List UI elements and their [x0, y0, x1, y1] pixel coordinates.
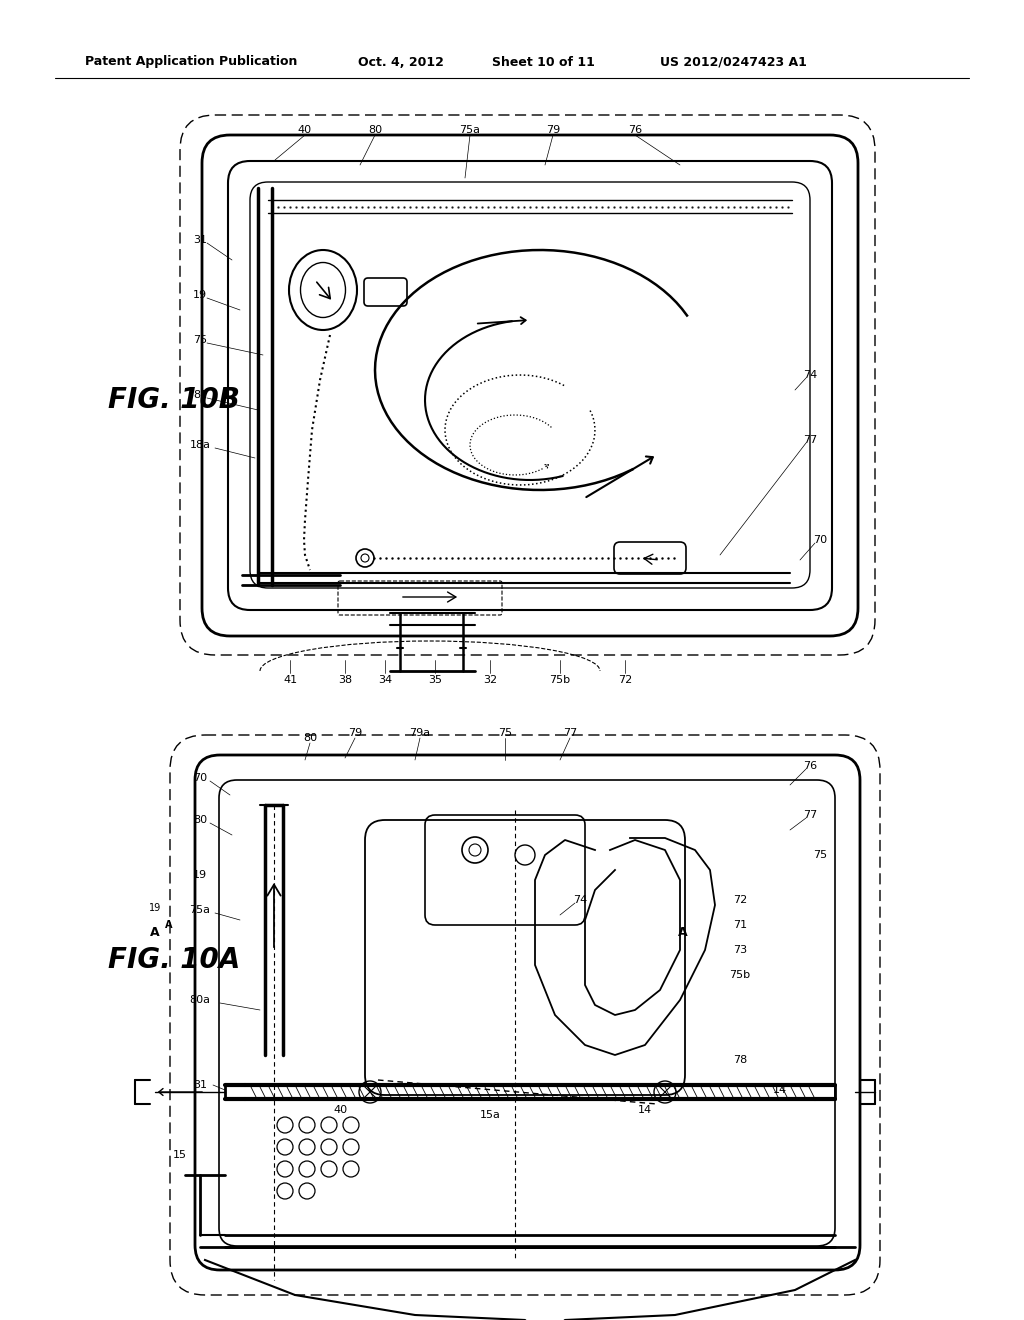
Text: 70: 70 [813, 535, 827, 545]
Text: 75: 75 [813, 850, 827, 861]
Text: 75: 75 [193, 335, 207, 345]
Text: 80: 80 [368, 125, 382, 135]
Text: A: A [678, 925, 688, 939]
Text: 73: 73 [733, 945, 748, 954]
Text: 31: 31 [193, 1080, 207, 1090]
Text: A: A [165, 920, 173, 931]
Text: Sheet 10 of 11: Sheet 10 of 11 [492, 55, 595, 69]
Text: 79a: 79a [410, 729, 430, 738]
Text: 77: 77 [803, 436, 817, 445]
Text: 81: 81 [193, 389, 207, 400]
Text: 79: 79 [348, 729, 362, 738]
Text: 32: 32 [483, 675, 497, 685]
Text: 74: 74 [572, 895, 587, 906]
Text: 31: 31 [193, 235, 207, 246]
Text: 79: 79 [546, 125, 560, 135]
Text: 38: 38 [338, 675, 352, 685]
Text: 78: 78 [733, 1055, 748, 1065]
Text: 77: 77 [563, 729, 578, 738]
Text: 74: 74 [803, 370, 817, 380]
Text: 75a: 75a [189, 906, 211, 915]
Text: 75: 75 [498, 729, 512, 738]
Text: 72: 72 [617, 675, 632, 685]
Text: 35: 35 [428, 675, 442, 685]
Text: FIG. 10A: FIG. 10A [108, 946, 241, 974]
Text: 75b: 75b [729, 970, 751, 979]
Text: 34: 34 [378, 675, 392, 685]
Text: 19: 19 [193, 870, 207, 880]
Text: 75b: 75b [550, 675, 570, 685]
Text: FIG. 10B: FIG. 10B [108, 385, 240, 414]
Text: 19: 19 [193, 290, 207, 300]
Text: 80: 80 [193, 814, 207, 825]
Text: 72: 72 [733, 895, 748, 906]
Text: 40: 40 [298, 125, 312, 135]
Text: 14: 14 [773, 1085, 787, 1096]
Text: 15: 15 [173, 1150, 187, 1160]
Text: 41: 41 [283, 675, 297, 685]
Text: 75a: 75a [460, 125, 480, 135]
Text: 80: 80 [303, 733, 317, 743]
Text: 70: 70 [193, 774, 207, 783]
Text: 77: 77 [803, 810, 817, 820]
Text: 80a: 80a [189, 995, 211, 1005]
Text: 15a: 15a [479, 1110, 501, 1119]
Text: Patent Application Publication: Patent Application Publication [85, 55, 297, 69]
Text: 76: 76 [628, 125, 642, 135]
Text: 19: 19 [148, 903, 161, 913]
Text: US 2012/0247423 A1: US 2012/0247423 A1 [660, 55, 807, 69]
Text: 71: 71 [733, 920, 748, 931]
Text: 40: 40 [333, 1105, 347, 1115]
Text: Oct. 4, 2012: Oct. 4, 2012 [358, 55, 443, 69]
Text: 18a: 18a [189, 440, 211, 450]
Text: 14: 14 [638, 1105, 652, 1115]
Text: 76: 76 [803, 762, 817, 771]
Text: A: A [151, 925, 160, 939]
